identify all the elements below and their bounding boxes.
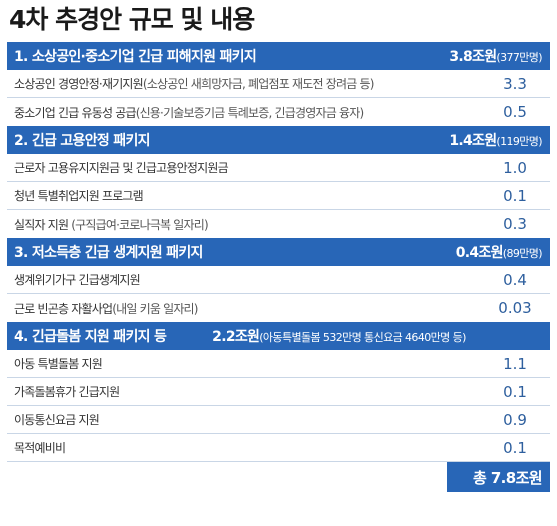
item-label: 청년 특별취업지원 프로그램	[14, 189, 144, 203]
item-value: 3.3	[503, 74, 527, 93]
item-note: (구직급여·코로나극복 일자리)	[68, 217, 209, 232]
item-text: 중소기업 긴급 유동성 공급(신용·기술보증기금 특례보증, 긴급경영자금 융자…	[14, 104, 364, 121]
section-header-employment: 2. 긴급 고용안정 패키지 1.4조원(119만명)	[7, 126, 550, 154]
list-item: 가족돌봄휴가 긴급지원 0.1	[7, 378, 550, 406]
list-item: 목적예비비 0.1	[7, 434, 550, 462]
section-label: 4. 긴급돌봄 지원 패키지 등	[14, 329, 167, 345]
item-value: 0.4	[503, 270, 527, 289]
item-note: (내일 키움 일자리)	[112, 301, 198, 316]
section-header-low-income: 3. 저소득층 긴급 생계지원 패키지 0.4조원(89만명)	[7, 238, 550, 266]
list-item: 근로 빈곤층 자활사업(내일 키움 일자리) 0.03	[7, 294, 550, 322]
item-label: 목적예비비	[14, 441, 66, 455]
list-item: 생계위기가구 긴급생계지원 0.4	[7, 266, 550, 294]
item-text: 근로자 고용유지지원금 및 긴급고용안정지원금	[14, 159, 229, 176]
item-label: 가족돌봄휴가 긴급지원	[14, 385, 120, 399]
grand-total: 총 7.8조원	[447, 462, 550, 492]
item-text: 근로 빈곤층 자활사업(내일 키움 일자리)	[14, 300, 198, 317]
section-total: 2.2조원(아동특별돌봄 532만명 통신요금 4640만명 등)	[166, 326, 466, 346]
item-label: 실직자 지원	[14, 217, 69, 232]
section-label: 2. 긴급 고용안정 패키지	[14, 133, 151, 149]
section-amount: 0.4조원	[455, 245, 504, 261]
section-amount: 3.8조원	[449, 49, 497, 65]
section-beneficiaries: (아동특별돌봄 532만명 통신요금 4640만명 등)	[259, 331, 466, 344]
section-total: 3.8조원(377만명)	[449, 46, 542, 66]
section-amount: 2.2조원	[212, 329, 260, 345]
section-label: 3. 저소득층 긴급 생계지원 패키지	[14, 245, 203, 261]
section-header-childcare: 4. 긴급돌봄 지원 패키지 등 2.2조원(아동특별돌봄 532만명 통신요금…	[7, 322, 550, 350]
item-text: 이동통신요금 지원	[14, 411, 100, 428]
item-value: 1.0	[503, 158, 527, 177]
item-value: 0.9	[503, 410, 527, 429]
section-beneficiaries: (89만명)	[502, 247, 543, 260]
list-item: 실직자 지원 (구직급여·코로나극복 일자리) 0.3	[7, 210, 550, 238]
item-text: 생계위기가구 긴급생계지원	[14, 271, 141, 288]
section-total: 0.4조원(89만명)	[455, 242, 543, 262]
section-amount: 1.4조원	[449, 133, 497, 149]
item-label: 중소기업 긴급 유동성 공급	[14, 105, 136, 120]
item-text: 가족돌봄휴가 긴급지원	[14, 383, 120, 400]
item-label: 근로 빈곤층 자활사업	[14, 301, 113, 316]
item-value: 0.03	[498, 299, 532, 317]
list-item: 근로자 고용유지지원금 및 긴급고용안정지원금 1.0	[7, 154, 550, 182]
item-value: 0.1	[503, 186, 527, 205]
section-beneficiaries: (377만명)	[496, 51, 542, 64]
item-text: 실직자 지원 (구직급여·코로나극복 일자리)	[14, 216, 209, 233]
item-value: 1.1	[503, 354, 527, 373]
item-value: 0.1	[503, 382, 527, 401]
page-title: 4차 추경안 규모 및 내용	[9, 5, 255, 34]
list-item: 중소기업 긴급 유동성 공급(신용·기술보증기금 특례보증, 긴급경영자금 융자…	[7, 98, 550, 126]
item-label: 생계위기가구 긴급생계지원	[14, 273, 141, 287]
item-value: 0.1	[503, 438, 527, 457]
item-text: 목적예비비	[14, 439, 66, 456]
item-value: 0.3	[503, 215, 527, 233]
list-item: 청년 특별취업지원 프로그램 0.1	[7, 182, 550, 210]
item-text: 소상공인 경영안정·재기지원(소상공인 새희망자금, 폐업점포 재도전 장려금 …	[14, 75, 374, 92]
list-item: 아동 특별돌봄 지원 1.1	[7, 350, 550, 378]
item-note: (신용·기술보증기금 특례보증, 긴급경영자금 융자)	[135, 105, 364, 120]
item-value: 0.5	[503, 103, 527, 121]
item-note: (소상공인 새희망자금, 폐업점포 재도전 장려금 등)	[142, 77, 374, 91]
item-text: 아동 특별돌봄 지원	[14, 355, 103, 372]
item-label: 아동 특별돌봄 지원	[14, 357, 103, 371]
section-total: 1.4조원(119만명)	[449, 130, 542, 150]
section-label: 1. 소상공인·중소기업 긴급 피해지원 패키지	[14, 49, 257, 65]
list-item: 소상공인 경영안정·재기지원(소상공인 새희망자금, 폐업점포 재도전 장려금 …	[7, 70, 550, 98]
item-label: 이동통신요금 지원	[14, 413, 100, 427]
list-item: 이동통신요금 지원 0.9	[7, 406, 550, 434]
section-beneficiaries: (119만명)	[496, 135, 542, 148]
item-label: 소상공인 경영안정·재기지원	[14, 77, 144, 91]
section-header-small-business: 1. 소상공인·중소기업 긴급 피해지원 패키지 3.8조원(377만명)	[7, 42, 550, 70]
item-text: 청년 특별취업지원 프로그램	[14, 187, 144, 204]
item-label: 근로자 고용유지지원금 및 긴급고용안정지원금	[14, 161, 229, 175]
